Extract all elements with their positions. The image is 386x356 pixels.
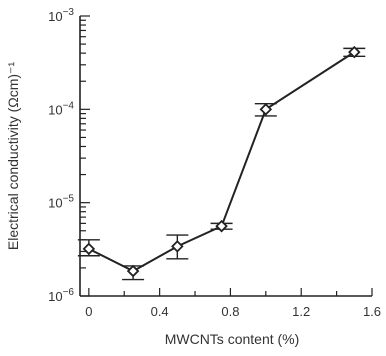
y-tick-label: 10−6 <box>48 287 74 304</box>
x-tick-label: 0 <box>85 304 92 319</box>
data-point-diamond <box>215 219 228 233</box>
data-point-diamond <box>348 45 361 59</box>
series-line <box>88 51 355 273</box>
y-axis-title: Electrical conductivity (Ωcm)⁻¹ <box>5 62 21 251</box>
x-tick-label: 0.4 <box>151 304 169 319</box>
data-point-diamond <box>259 103 273 116</box>
data-point-diamond <box>171 240 184 253</box>
x-axis-title: MWCNTs content (%) <box>165 331 300 347</box>
axes: 10−6 10−5 10−4 10−3 0 0.4 0.8 1.2 1.6 <box>48 7 381 319</box>
y-tick-label: 10−4 <box>48 100 74 117</box>
series-layer <box>77 45 366 281</box>
data-point-diamond <box>82 242 96 256</box>
x-tick-label: 0.8 <box>221 304 239 319</box>
y-tick-label: 10−5 <box>48 194 74 211</box>
y-tick-label: 10−3 <box>48 7 74 24</box>
x-tick-label: 1.6 <box>363 304 381 319</box>
data-point-diamond <box>126 264 140 278</box>
x-tick-label: 1.2 <box>292 304 310 319</box>
